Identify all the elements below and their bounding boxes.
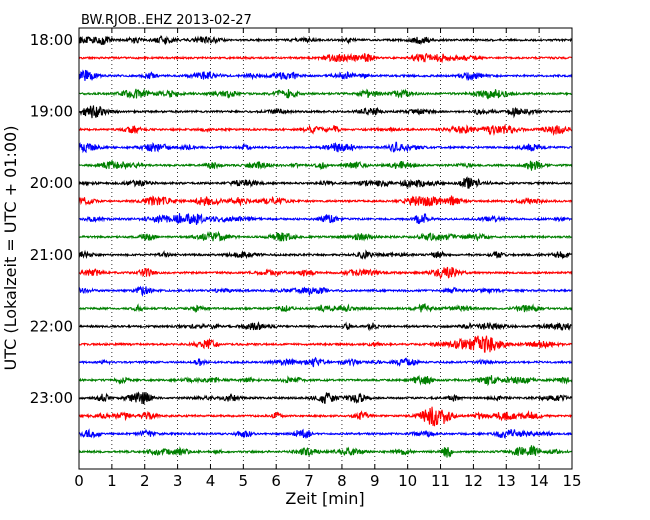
trace-line <box>78 445 573 458</box>
x-tick-label: 2 <box>140 472 150 490</box>
seismic-traces <box>78 35 573 458</box>
x-tick-label: 15 <box>562 472 581 490</box>
x-axis: 0 1 2 3 4 5 6 7 8 9 10 11 12 13 14 15 <box>74 28 582 490</box>
x-tick-label: 14 <box>530 472 549 490</box>
x-tick-label: 11 <box>431 472 450 490</box>
trace-line <box>78 176 573 189</box>
x-tick-label: 7 <box>304 472 314 490</box>
trace-line <box>78 159 573 171</box>
y-axis-label: UTC (Lokalzeit = UTC + 01:00) <box>1 126 20 371</box>
y-tick-label: 22:00 <box>30 317 73 335</box>
x-tick-label: 3 <box>173 472 183 490</box>
trace-line <box>78 374 573 387</box>
x-tick-label: 0 <box>74 472 84 490</box>
trace-line <box>78 195 573 207</box>
trace-line <box>78 391 573 405</box>
trace-line <box>78 88 573 100</box>
x-tick-label: 12 <box>464 472 483 490</box>
trace-line <box>78 303 573 313</box>
trace-line <box>78 123 573 137</box>
trace-line <box>78 69 573 82</box>
y-tick-label: 18:00 <box>30 31 73 49</box>
x-axis-label: Zeit [min] <box>285 489 364 508</box>
y-tick-label: 19:00 <box>30 103 73 121</box>
grid-lines <box>111 28 540 469</box>
x-tick-label: 10 <box>398 472 417 490</box>
y-tick-label: 23:00 <box>30 389 73 407</box>
trace-line <box>78 356 573 368</box>
trace-line <box>78 141 573 154</box>
x-tick-label: 4 <box>206 472 216 490</box>
trace-line <box>78 406 573 427</box>
y-tick-label: 21:00 <box>30 246 73 264</box>
trace-line <box>78 230 573 242</box>
trace-line <box>78 285 573 297</box>
plot-frame <box>78 27 573 470</box>
trace-line <box>78 35 573 46</box>
x-tick-label: 13 <box>497 472 516 490</box>
trace-line <box>78 321 573 332</box>
trace-line <box>78 52 573 64</box>
x-tick-label: 8 <box>337 472 347 490</box>
trace-line <box>78 105 573 119</box>
y-tick-label: 20:00 <box>30 174 73 192</box>
x-tick-label: 5 <box>239 472 249 490</box>
x-tick-label: 1 <box>107 472 117 490</box>
trace-line <box>78 335 573 353</box>
x-tick-label: 9 <box>370 472 380 490</box>
chart-title: BW.RJOB..EHZ 2013-02-27 <box>81 13 252 28</box>
trace-line <box>78 212 573 225</box>
x-tick-label: 6 <box>271 472 281 490</box>
trace-line <box>78 266 573 280</box>
trace-line <box>78 249 573 260</box>
trace-line <box>78 428 573 440</box>
y-axis: 18:00 19:00 20:00 21:00 22:00 23:00 <box>30 31 84 407</box>
